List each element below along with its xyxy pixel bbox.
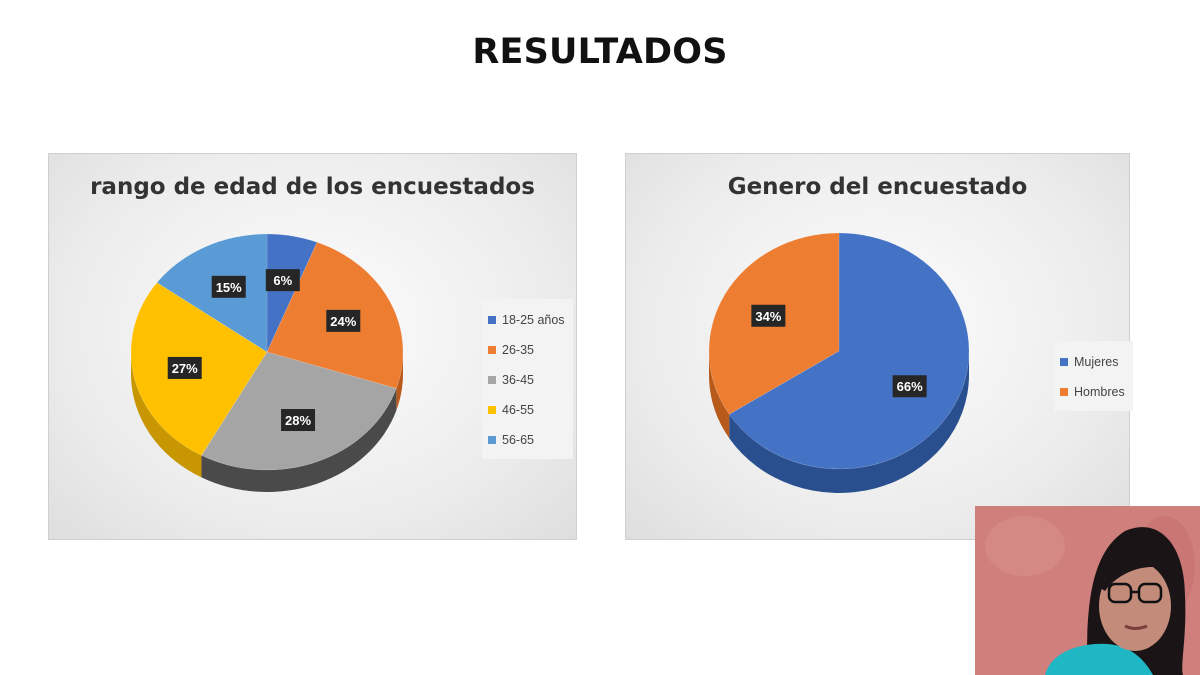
data-label-text: 28% xyxy=(285,413,311,428)
legend-label: 26-35 xyxy=(502,343,534,357)
legend-item-18-25: 18-25 años xyxy=(488,305,565,335)
legend-item-mujeres: Mujeres xyxy=(1060,347,1125,377)
gender-chart-title: Genero del encuestado xyxy=(727,174,1028,200)
data-label-box xyxy=(892,375,927,398)
legend-label: 56-65 xyxy=(502,433,534,447)
data-label-box xyxy=(326,309,361,332)
age-slice-0 xyxy=(266,233,318,353)
age-data-label-1: 24% xyxy=(326,309,361,332)
gender-slice-side-1 xyxy=(709,351,730,439)
data-label-box xyxy=(281,409,316,432)
gender-data-label-0: 66% xyxy=(892,375,927,398)
legend-label: 46-55 xyxy=(502,403,534,417)
age-range-chart: 6% 24% 28% 27% 15% rango de edad de los encu… xyxy=(48,153,577,540)
age-slice-side-3 xyxy=(131,352,202,478)
presenter-image xyxy=(975,506,1200,675)
data-label-text: 6% xyxy=(273,273,292,288)
age-data-label-2: 28% xyxy=(281,409,316,432)
data-label-box xyxy=(211,275,246,298)
data-label-box xyxy=(167,356,202,379)
age-data-label-3: 27% xyxy=(167,356,202,379)
data-label-text: 24% xyxy=(330,314,356,329)
data-label-text: 66% xyxy=(897,379,923,394)
legend-item-26-35: 26-35 xyxy=(488,335,565,365)
gender-legend: Mujeres Hombres xyxy=(1054,341,1133,411)
age-data-label-4: 15% xyxy=(211,275,246,298)
age-data-label-0: 6% xyxy=(265,269,300,292)
data-label-text: 34% xyxy=(755,309,781,324)
legend-item-46-55: 46-55 xyxy=(488,395,565,425)
age-slice-side-2 xyxy=(201,388,397,492)
legend-swatch xyxy=(1060,388,1068,396)
legend-swatch xyxy=(488,316,496,324)
slide-title: RESULTADOS xyxy=(472,32,728,72)
legend-item-56-65: 56-65 xyxy=(488,425,565,455)
age-legend: 18-25 años 26-35 36-45 46-55 56-65 xyxy=(482,299,573,459)
legend-label: Hombres xyxy=(1074,385,1125,399)
gender-chart: 66% 34% Genero del encuestado Mujeres Hom… xyxy=(625,153,1133,540)
gender-slice-side-0 xyxy=(729,351,969,494)
legend-swatch xyxy=(488,376,496,384)
legend-item-36-45: 36-45 xyxy=(488,365,565,395)
gender-data-label-1: 34% xyxy=(751,304,786,327)
webcam-overlay xyxy=(975,506,1200,675)
legend-swatch xyxy=(488,346,496,354)
legend-swatch xyxy=(1060,358,1068,366)
legend-item-hombres: Hombres xyxy=(1060,377,1125,407)
data-label-text: 27% xyxy=(172,361,198,376)
legend-label: 18-25 años xyxy=(502,313,565,327)
legend-label: 36-45 xyxy=(502,373,534,387)
age-slice-side-1 xyxy=(396,352,403,411)
legend-label: Mujeres xyxy=(1074,355,1119,369)
data-label-box xyxy=(265,269,300,292)
data-label-text: 15% xyxy=(216,280,242,295)
gender-pie-svg: 66% 34% xyxy=(708,232,970,494)
legend-swatch xyxy=(488,406,496,414)
legend-swatch xyxy=(488,436,496,444)
age-pie-svg: 6% 24% 28% 27% 15% xyxy=(130,233,404,492)
age-chart-title: rango de edad de los encuestados xyxy=(90,174,535,200)
gender-slice-0 xyxy=(728,232,970,470)
data-label-box xyxy=(751,304,786,327)
